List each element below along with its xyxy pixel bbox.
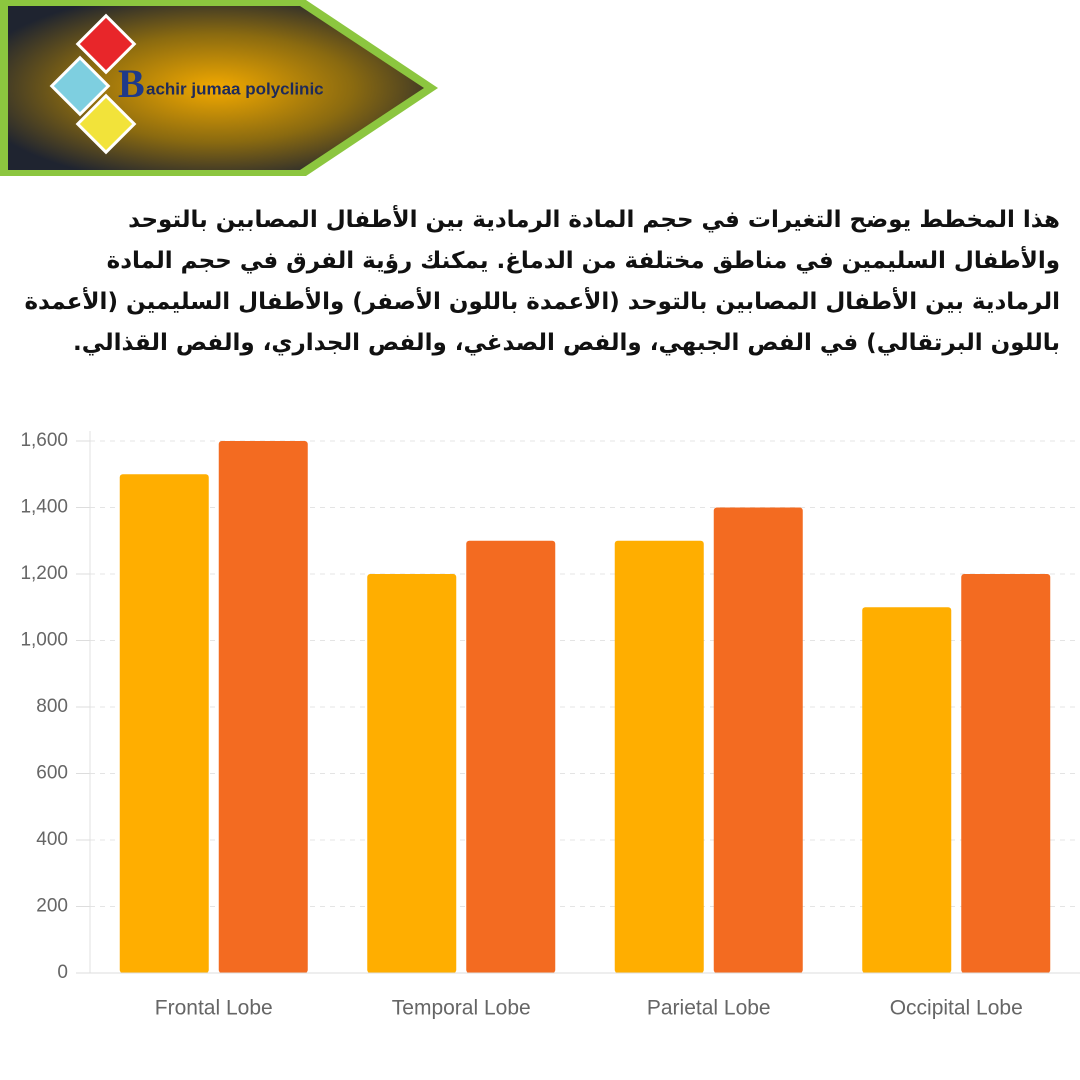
bar [466,540,556,973]
x-tick-label: Temporal Lobe [392,997,531,1020]
x-tick-label: Occipital Lobe [890,997,1023,1020]
y-tick-label: 400 [36,829,68,850]
y-tick-label: 0 [57,962,68,983]
logo-text: achir jumaa polyclinic [146,79,324,98]
header-banner: B achir jumaa polyclinic [0,0,438,176]
bar [367,574,457,973]
y-tick-label: 200 [36,896,68,917]
x-tick-label: Frontal Lobe [155,997,273,1020]
logo-letter: B [118,61,145,106]
y-tick-label: 1,600 [20,430,68,451]
bar [119,474,209,973]
bar [614,540,704,973]
x-tick-label: Parietal Lobe [647,997,771,1020]
y-tick-label: 1,200 [20,563,68,584]
bar [961,574,1051,973]
bar [862,607,952,973]
y-tick-label: 1,000 [20,630,68,651]
y-tick-label: 1,400 [20,497,68,518]
y-tick-label: 600 [36,763,68,784]
description: هذا المخطط يوضح التغيرات في حجم المادة ا… [24,207,1060,356]
y-tick-label: 800 [36,696,68,717]
bar [713,507,803,973]
bar [218,441,308,973]
